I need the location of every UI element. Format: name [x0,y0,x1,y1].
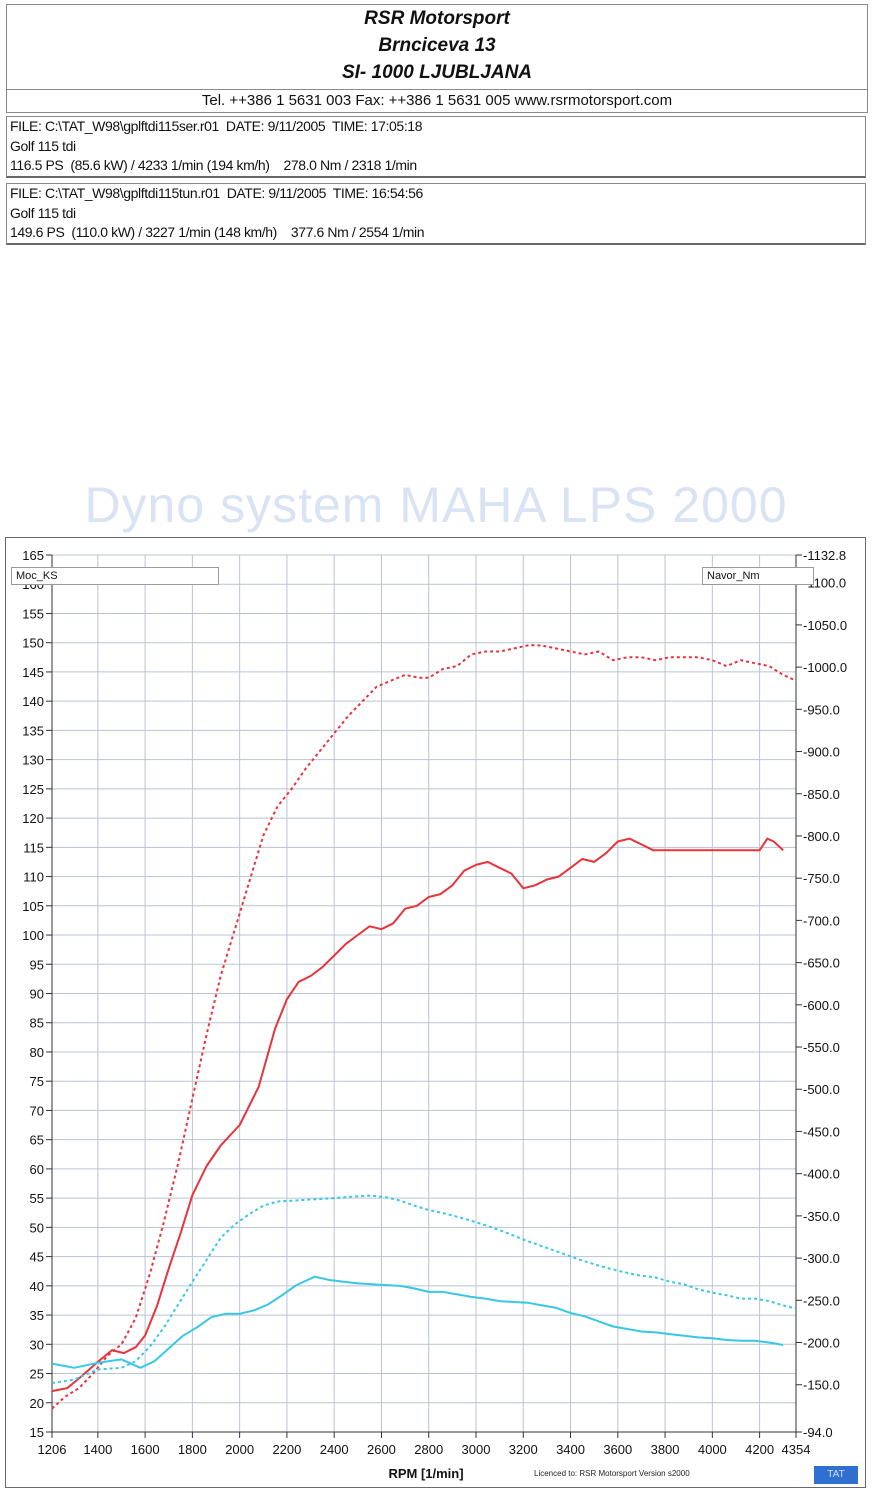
company-street: Brnciceva 13 [378,35,496,56]
y-right-tick-label: -500.0 [803,1082,840,1097]
series-line-moc_ks-solid [51,837,784,1393]
x-tick-label: 3600 [603,1442,632,1457]
dyno-watermark: Dyno system MAHA LPS 2000 [84,477,788,533]
y-left-tick-label: 90 [30,987,44,1002]
y-right-tick-label: -950.0 [803,702,840,717]
x-tick-label: 1600 [131,1442,160,1457]
x-tick-label: 1400 [83,1442,112,1457]
x-tick-label: 1206 [38,1442,67,1457]
y-right-tick-label: -650.0 [803,956,840,971]
x-tick-label: 2000 [225,1442,254,1457]
x-tick-label: 2200 [272,1442,301,1457]
y-left-tick-label: 140 [22,694,44,709]
chart-frame [5,537,866,1488]
run-car-name: Golf 115 tdi [10,204,76,221]
y-left-tick-label: 60 [30,1162,44,1177]
x-tick-label: 2400 [320,1442,349,1457]
y-left-tick-label: 130 [22,753,44,768]
x-tick-label: 3200 [509,1442,538,1457]
y-left-tick-label: 70 [30,1103,44,1118]
y-left-tick-label: 35 [30,1308,44,1323]
y-left-tick-label: 20 [30,1396,44,1411]
x-tick-label: 4000 [698,1442,727,1457]
series-line-navor_nm-dotted [51,1194,797,1384]
y-left-tick-label: 110 [23,870,44,885]
y-right-tick-label: -550.0 [803,1040,840,1055]
y-right-tick-label: -200.0 [803,1336,840,1351]
y-left-tick-label: 55 [30,1191,44,1206]
corner-badge: TAT [814,1466,858,1484]
license-credit: Licenced to: RSR Motorsport Version s200… [534,1469,690,1478]
y-right-tick-label: -750.0 [803,871,840,886]
y-left-tick-label: 155 [22,606,44,621]
y-right-tick-label: -300.0 [803,1251,840,1266]
y-right-tick-label: -1132.8 [803,548,846,563]
run-result-line: 149.6 PS (110.0 kW) / 3227 1/min (148 km… [10,224,425,240]
y-left-tick-label: 115 [23,840,44,855]
y-right-tick-label: -1000.0 [803,660,847,675]
company-city: SI- 1000 LJUBLJANA [341,62,533,83]
y-left-tick-label: 40 [30,1279,44,1294]
y-right-tick-label: -450.0 [803,1124,840,1139]
y-left-tick-label: 75 [30,1074,44,1089]
y-left-tick-label: 165 [22,548,44,563]
y-left-tick-label: 100 [22,928,44,943]
y-left-tick-label: 30 [30,1337,44,1352]
x-tick-label: 1800 [178,1442,207,1457]
y-right-tick-label: -350.0 [803,1209,840,1224]
y-left-tick-label: 125 [22,782,44,797]
run-file-line: FILE: C:\TAT_W98\gplftdi115ser.r01 DATE:… [10,118,423,134]
x-tick-label: 4354 [782,1442,811,1457]
x-tick-label: 2600 [367,1442,396,1457]
y-left-tick-label: 135 [22,723,44,738]
y-left-tick-label: 25 [30,1367,44,1382]
y-left-tick-label: 105 [22,899,44,914]
y-left-tick-label: 50 [30,1220,44,1235]
y-left-tick-label: 15 [30,1425,44,1440]
run-result-line: 116.5 PS (85.6 kW) / 4233 1/min (194 km/… [10,157,417,173]
x-tick-label: 3000 [462,1442,491,1457]
run-info-box: FILE: C:\TAT_W98\gplftdi115tun.r01 DATE:… [6,183,866,245]
legend-torque: Navor_Nm [702,567,814,585]
legend-power: Moc_KS [11,567,219,585]
run-file-line: FILE: C:\TAT_W98\gplftdi115tun.r01 DATE:… [10,185,423,201]
y-left-tick-label: 65 [30,1133,44,1148]
legend-power-label: Moc_KS [16,570,58,582]
x-tick-label: 3400 [556,1442,585,1457]
run-info-box: FILE: C:\TAT_W98\gplftdi115ser.r01 DATE:… [6,116,866,178]
x-tick-label: 3800 [651,1442,680,1457]
run-car-name: Golf 115 tdi [10,137,76,154]
y-left-tick-label: 80 [30,1045,44,1060]
x-tick-label: 4200 [745,1442,774,1457]
y-right-tick-label: -900.0 [803,745,840,760]
y-right-tick-label: -850.0 [803,787,840,802]
y-right-tick-label: -600.0 [803,998,840,1013]
x-axis-label: RPM [1/min] [388,1466,463,1481]
y-right-tick-label: -94.0 [803,1425,833,1440]
company-name: RSR Motorsport [364,8,510,29]
y-left-tick-label: 120 [22,811,44,826]
y-right-tick-label: -800.0 [803,829,840,844]
y-left-tick-label: 150 [22,636,44,651]
x-tick-label: 2800 [414,1442,443,1457]
contact-line: Tel. ++386 1 5631 003 Fax: ++386 1 5631 … [6,89,868,113]
legend-torque-label: Navor_Nm [707,570,760,582]
y-right-tick-label: -400.0 [803,1167,840,1182]
y-left-tick-label: 85 [30,1016,44,1031]
series-line-moc_ks-dotted [51,644,797,1410]
y-right-tick-label: -250.0 [803,1293,840,1308]
y-right-tick-label: -150.0 [803,1378,840,1393]
y-right-tick-label: -700.0 [803,913,840,928]
y-left-tick-label: 45 [30,1250,44,1265]
y-left-tick-label: 145 [22,665,44,680]
series-line-navor_nm-solid [51,1275,784,1369]
y-right-tick-label: -1050.0 [803,618,847,633]
y-left-tick-label: 95 [30,957,44,972]
